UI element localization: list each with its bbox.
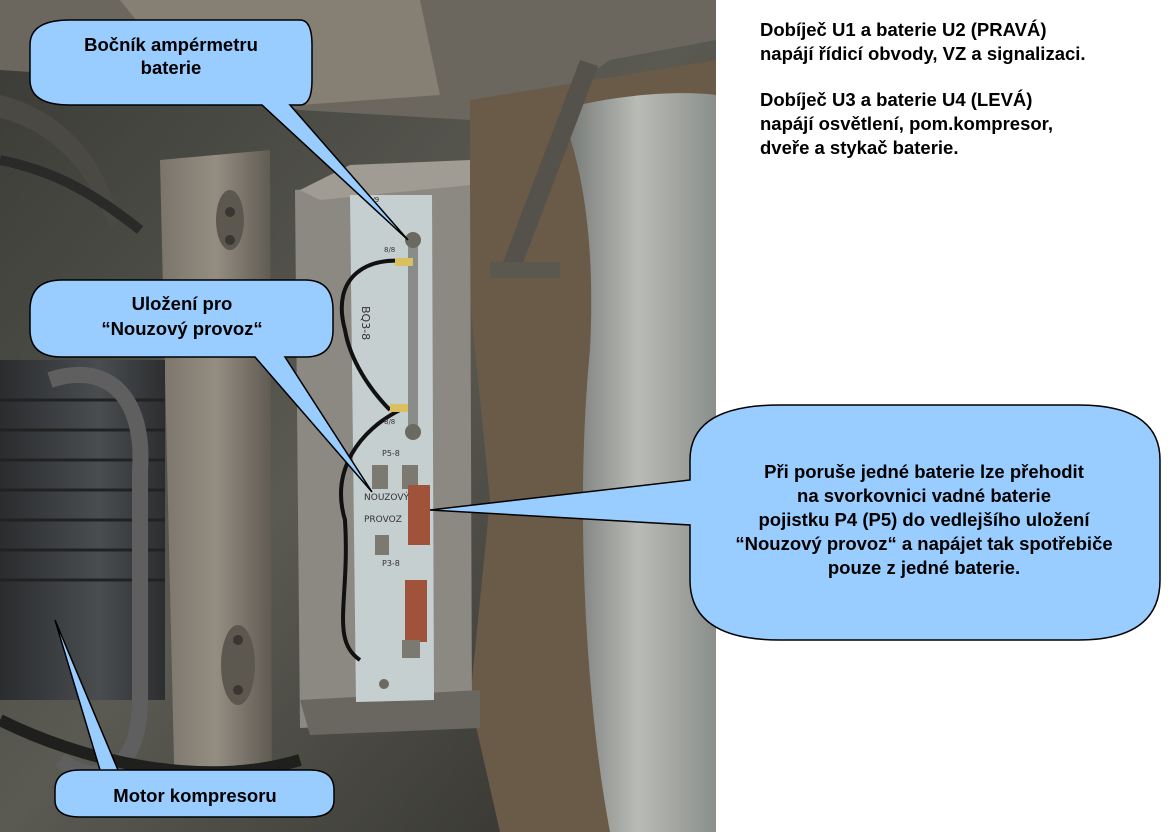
callout-motor-text: Motor kompresoru [113, 785, 277, 806]
panel-mid2-label: 8/8 [384, 418, 395, 426]
callout-shunt-shape [29, 19, 409, 241]
note-right-battery: Dobíječ U1 a baterie U2 (PRAVÁ) napájí ř… [760, 19, 1086, 64]
callout-motor-shape [54, 619, 335, 818]
panel-provoz-label: PROVOZ [364, 515, 402, 525]
callout-instructions-text: Při poruše jedné baterie lze přehodit na… [735, 461, 1113, 578]
panel-p5-label: P5-8 [382, 449, 400, 458]
notes-section: Dobíječ U1 a baterie U2 (PRAVÁ) napájí ř… [760, 18, 1170, 182]
callout-emergency-shape [29, 279, 373, 493]
panel-code-label: BQ3-8 [359, 306, 372, 340]
panel-nouzovy-label: NOUZOVÝ [364, 491, 409, 503]
panel-p3-label: P3-8 [382, 559, 400, 568]
callout-shunt-text: Bočník ampérmetru baterie [84, 34, 258, 78]
panel-mid-label: 8/8 [384, 246, 395, 254]
callout-emergency-text: Uložení pro “Nouzový provoz“ [101, 293, 263, 339]
note-left-battery: Dobíječ U3 a baterie U4 (LEVÁ) napájí os… [760, 89, 1054, 158]
callout-instructions-shape [429, 404, 1161, 641]
